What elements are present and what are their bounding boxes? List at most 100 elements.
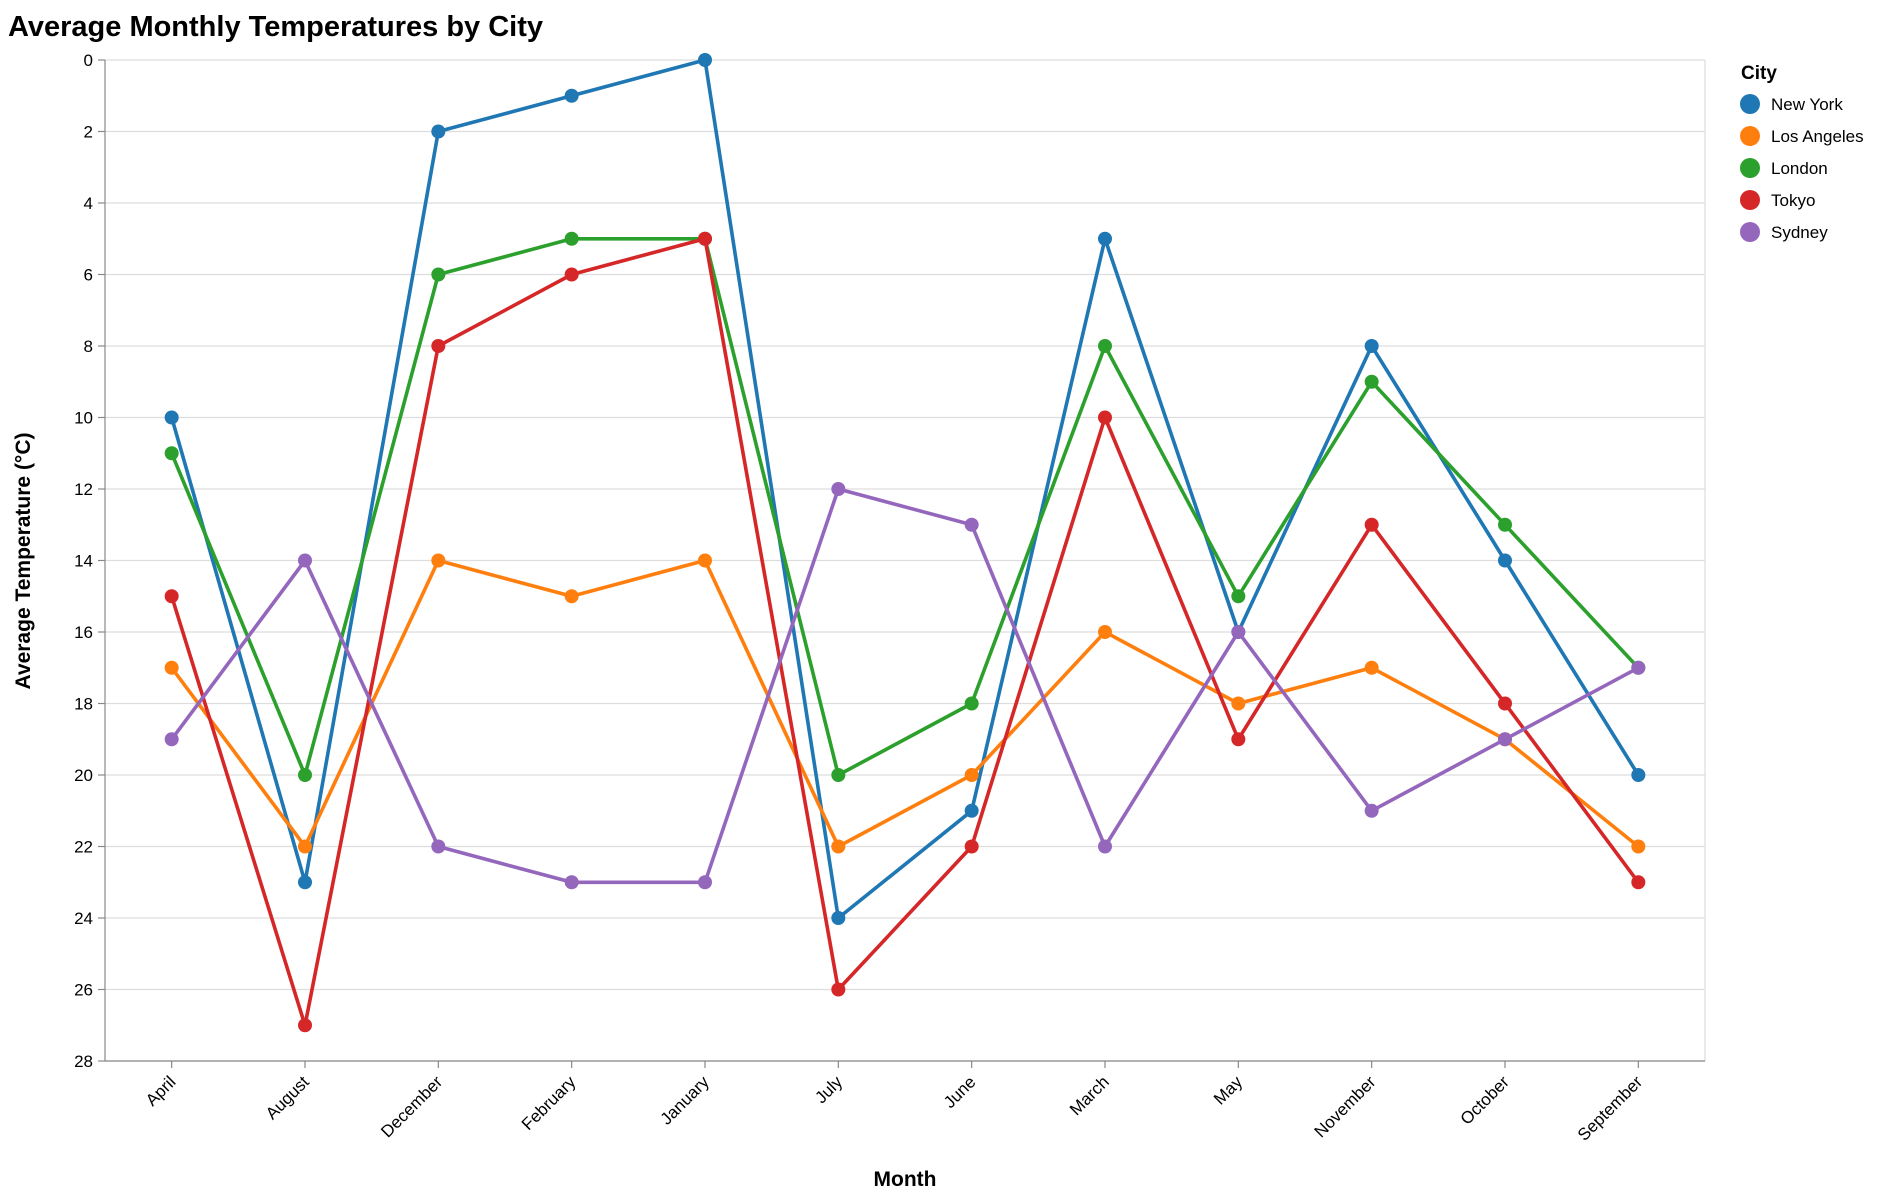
data-point-london [431, 267, 446, 282]
legend-swatch-new-york [1740, 94, 1760, 114]
data-point-tokyo [1498, 696, 1512, 711]
series-line-london [170, 237, 1640, 777]
data-point-los-angeles [1364, 660, 1379, 675]
legend-label-sydney: Sydney [1771, 223, 1828, 242]
grid [105, 59, 1706, 1062]
data-point-new-york [831, 911, 846, 925]
data-point-sydney [698, 875, 712, 890]
y-tick-label: 4 [84, 194, 93, 213]
series-group [164, 53, 1646, 1033]
data-point-sydney [1098, 839, 1112, 854]
data-point-london [564, 231, 579, 246]
data-point-new-york [564, 88, 579, 103]
y-tick-label: 2 [84, 123, 93, 142]
data-point-sydney [564, 875, 579, 890]
x-tick-label: July [811, 1072, 846, 1107]
legend-title: City [1741, 63, 1777, 84]
x-tick-label: September [1574, 1072, 1646, 1144]
data-point-new-york [698, 53, 712, 67]
series-line-new-york [169, 58, 1640, 920]
x-tick-label: March [1066, 1072, 1113, 1119]
y-tick-label: 8 [84, 337, 93, 356]
data-point-tokyo [831, 982, 846, 997]
legend: City New York Los Angeles London Tokyo Sydne… [1740, 63, 1864, 242]
data-point-los-angeles [698, 553, 712, 568]
data-point-tokyo [564, 267, 579, 282]
legend-label-tokyo: Tokyo [1771, 191, 1815, 210]
data-point-los-angeles [164, 660, 179, 675]
x-axis-title: Month [874, 1168, 937, 1191]
data-point-tokyo [431, 339, 446, 353]
chart-title: Average Monthly Temperatures by City [8, 11, 543, 43]
data-point-tokyo [1631, 875, 1646, 890]
y-tick-label: 12 [74, 480, 93, 499]
x-tick-label: May [1210, 1072, 1246, 1108]
y-tick-label: 22 [74, 838, 93, 857]
data-point-los-angeles [964, 768, 979, 782]
data-point-sydney [831, 482, 846, 496]
data-point-tokyo [964, 839, 979, 854]
data-point-new-york [431, 124, 446, 139]
data-point-sydney [164, 732, 179, 747]
data-point-los-angeles [1098, 625, 1112, 639]
data-point-los-angeles [1631, 839, 1646, 854]
series-line-sydney [170, 487, 1640, 885]
data-point-tokyo [1231, 732, 1246, 747]
data-point-new-york [1364, 339, 1379, 353]
data-point-los-angeles [831, 839, 846, 854]
data-point-tokyo [164, 589, 179, 604]
data-point-sydney [1631, 660, 1646, 675]
data-point-sydney [431, 839, 446, 854]
data-point-los-angeles [431, 553, 446, 568]
data-point-new-york [964, 803, 979, 818]
series-sydney [164, 482, 1646, 890]
legend-swatch-sydney [1740, 222, 1760, 242]
x-axis: April August December February January July Ju… [105, 1060, 1705, 1145]
data-point-new-york [1098, 231, 1112, 246]
data-point-london [1364, 374, 1379, 389]
y-tick-label: 24 [74, 909, 93, 928]
y-tick-label: 20 [74, 766, 93, 785]
series-line-los-angeles [170, 558, 1640, 849]
legend-label-london: London [1771, 159, 1828, 178]
data-point-london [1098, 339, 1112, 353]
data-point-los-angeles [564, 589, 579, 604]
series-line-tokyo [169, 237, 1640, 1028]
x-tick-label: June [940, 1072, 980, 1112]
y-tick-label: 0 [84, 51, 93, 70]
data-point-london [1498, 517, 1512, 532]
data-point-tokyo [298, 1018, 312, 1033]
y-axis-title: Average Temperature (°C) [12, 433, 35, 690]
data-point-new-york [1498, 553, 1512, 568]
x-tick-label: August [262, 1072, 313, 1123]
legend-label-new-york: New York [1771, 95, 1843, 114]
y-tick-label: 18 [74, 695, 93, 714]
data-point-london [831, 768, 846, 782]
data-point-los-angeles [1231, 696, 1246, 711]
x-tick-label: April [142, 1072, 179, 1109]
data-point-london [298, 768, 312, 782]
data-point-sydney [964, 517, 979, 532]
x-tick-label: November [1311, 1072, 1380, 1141]
data-point-sydney [1231, 625, 1246, 639]
data-point-new-york [298, 875, 312, 890]
y-tick-label: 10 [74, 409, 93, 428]
data-point-sydney [1498, 732, 1512, 747]
data-point-new-york [1631, 768, 1646, 782]
y-tick-label: 14 [74, 552, 93, 571]
legend-swatch-tokyo [1740, 190, 1760, 210]
data-point-sydney [298, 553, 312, 568]
data-point-tokyo [698, 231, 712, 246]
data-point-los-angeles [298, 839, 312, 854]
series-tokyo [164, 231, 1646, 1033]
data-point-tokyo [1098, 410, 1112, 425]
y-tick-label: 28 [74, 1052, 93, 1071]
legend-swatch-los-angeles [1740, 126, 1760, 146]
x-tick-label: December [377, 1072, 446, 1141]
legend-label-los-angeles: Los Angeles [1771, 127, 1864, 146]
legend-swatch-london [1740, 158, 1760, 178]
y-tick-label: 26 [74, 981, 93, 1000]
data-point-london [964, 696, 979, 711]
